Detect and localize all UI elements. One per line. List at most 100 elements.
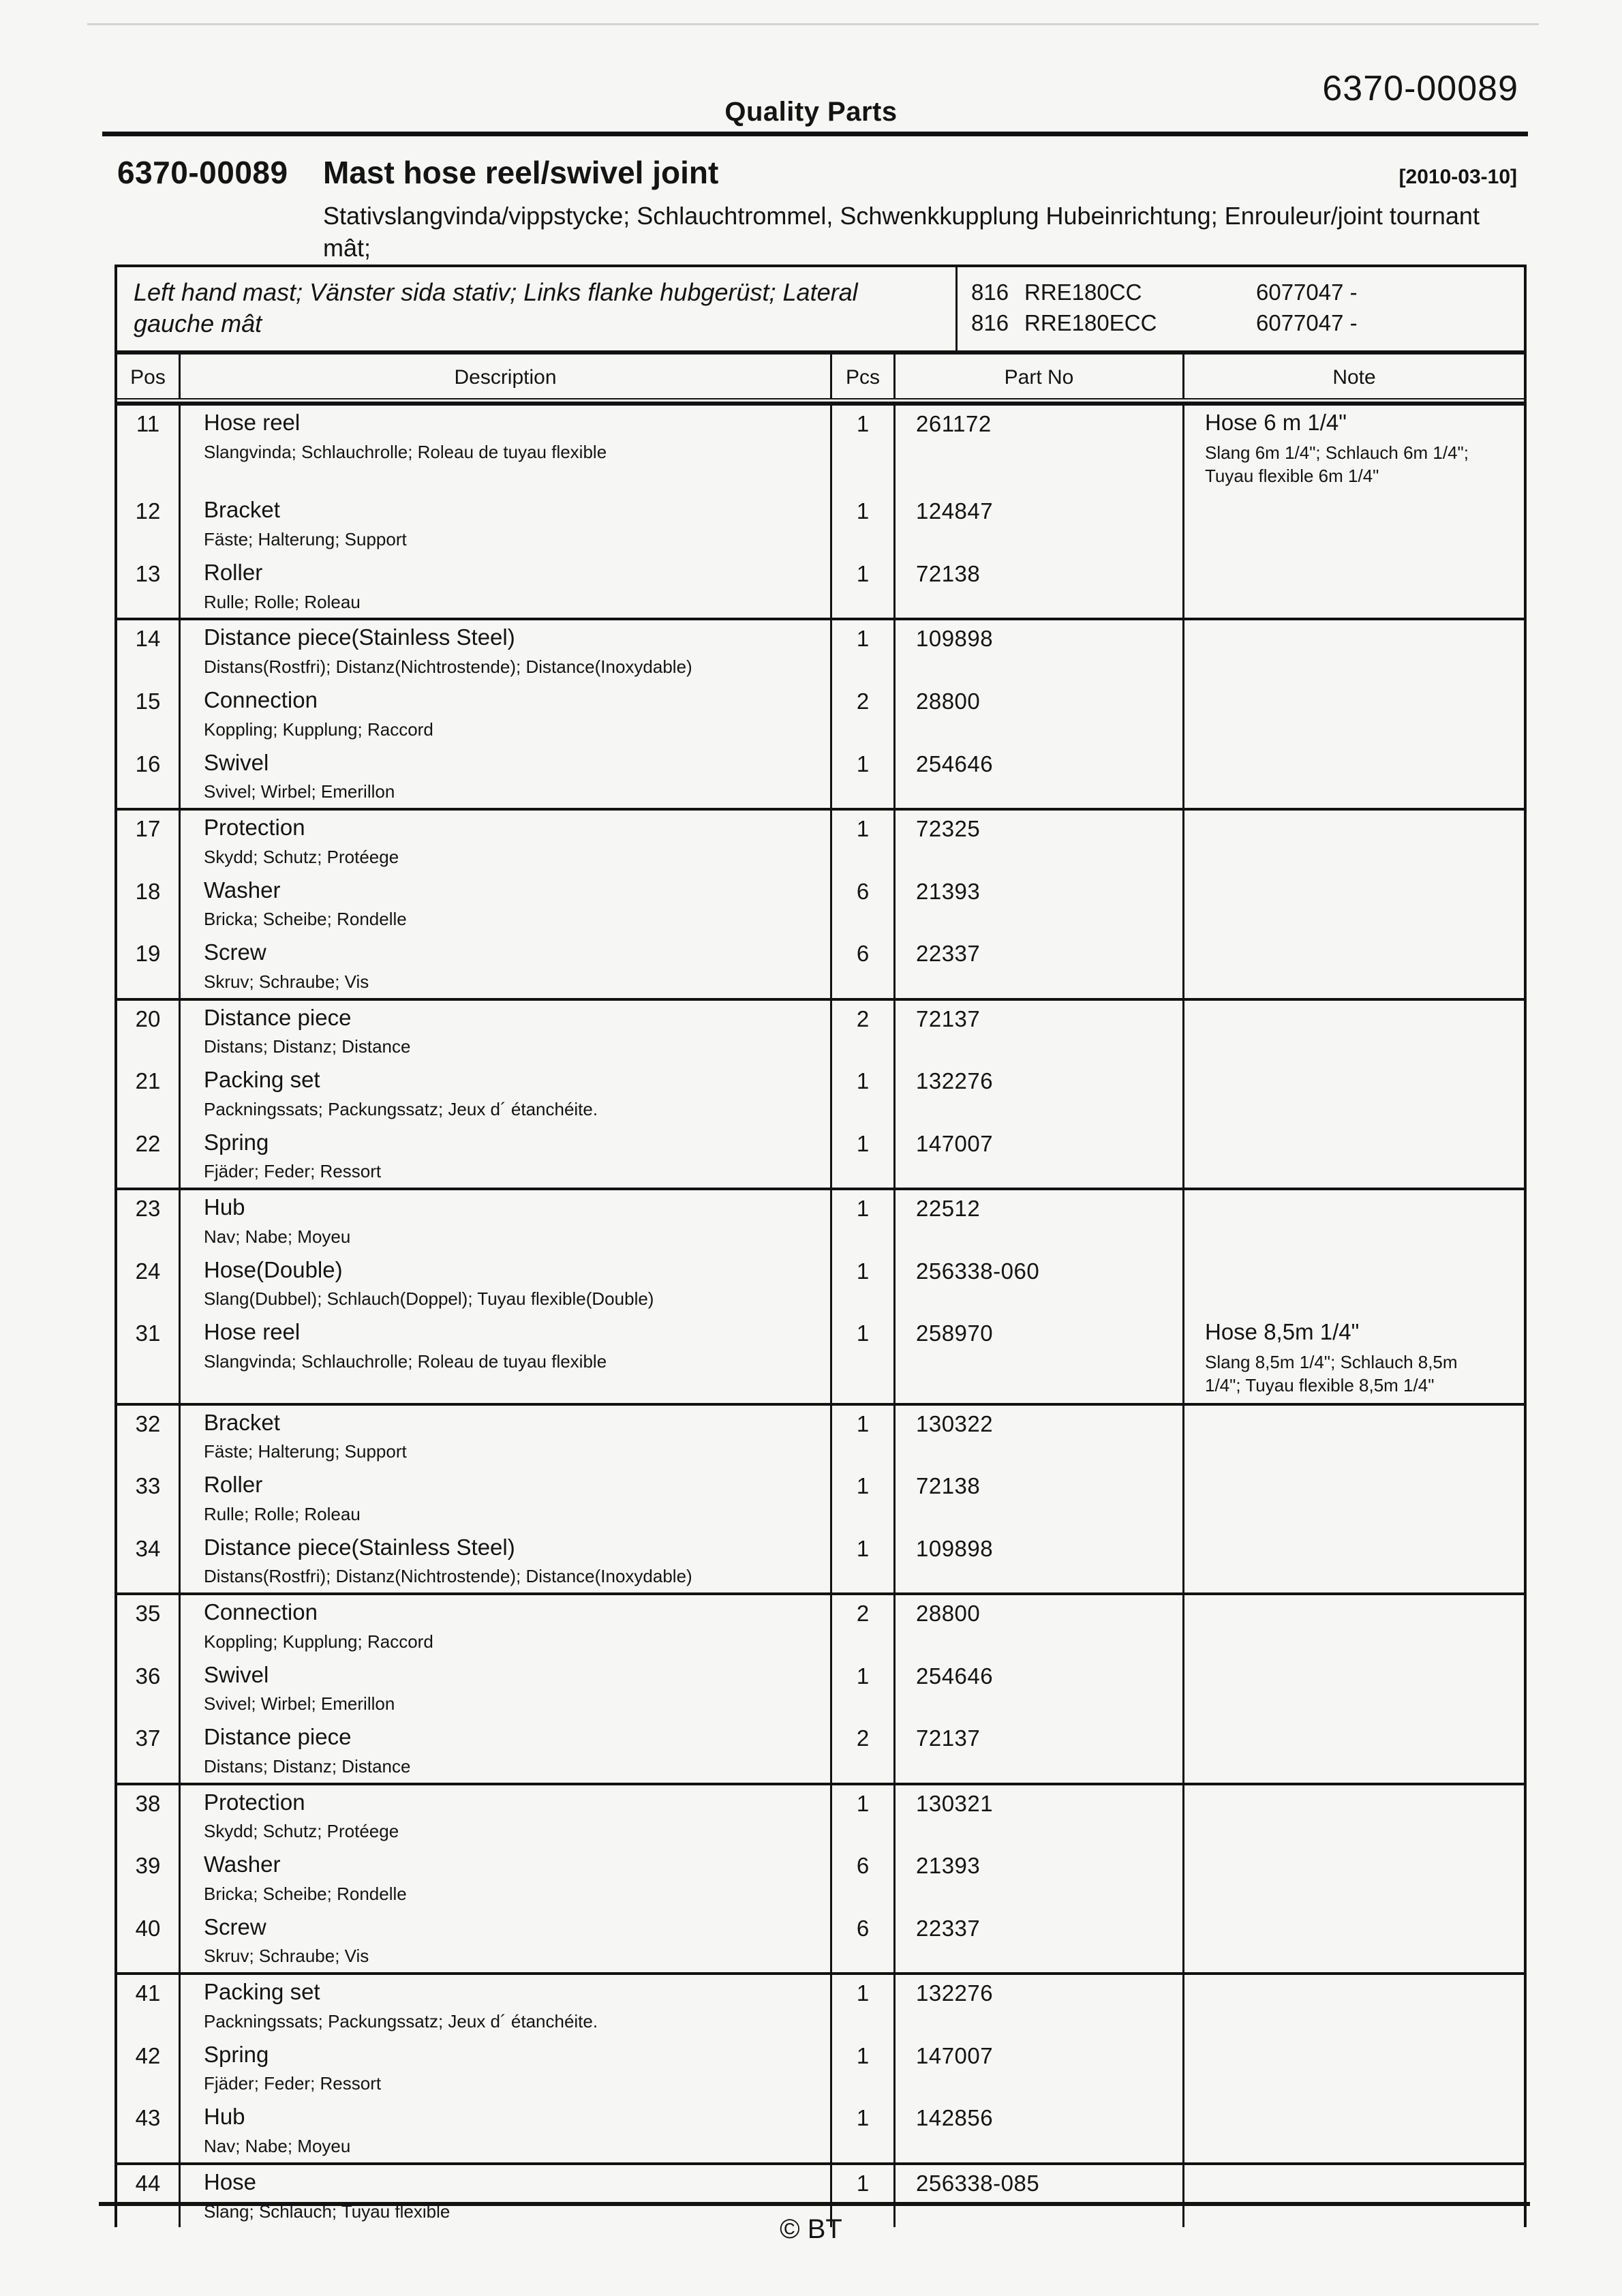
header-divider <box>102 132 1528 136</box>
description-main: Packing set <box>204 1067 320 1093</box>
parts-group: 17 Protection Skydd; Schutz; Protéege 1 7232… <box>117 811 1524 1001</box>
description-sub: Packningssats; Packungssatz; Jeux d´ éta… <box>204 1098 598 1119</box>
pcs-cell: 1 <box>832 1785 896 1848</box>
description-cell: Protection Skydd; Schutz; Protéege <box>181 811 832 873</box>
description-main: Bracket <box>204 1409 280 1435</box>
note-cell <box>1184 1253 1524 1316</box>
description-main: Washer <box>204 1852 281 1877</box>
note-cell <box>1184 2100 1524 2162</box>
model-serial: 6077047 - <box>1256 309 1358 335</box>
description-sub: Distans(Rostfri); Distanz(Nichtrostende)… <box>204 1566 692 1587</box>
title-block: 6370-00089 Mast hose reel/swivel joint [… <box>117 154 1517 265</box>
pos-cell: 44 <box>117 2164 181 2228</box>
part-no-cell: 22512 <box>896 1190 1184 1253</box>
note-cell <box>1184 683 1524 746</box>
part-no-cell: 147007 <box>896 2037 1184 2100</box>
pcs-cell: 1 <box>832 745 896 809</box>
description-main: Bracket <box>204 497 280 523</box>
description-sub: Fäste; Halterung; Support <box>204 1441 407 1462</box>
description-main: Swivel <box>204 749 269 775</box>
table-row: 24 Hose(Double) Slang(Dubbel); Schlauch(Do… <box>117 1252 1524 1316</box>
pos-cell: 32 <box>117 1405 181 1468</box>
table-row: 12 Bracket Fäste; Halterung; Support 1 12484… <box>117 493 1524 556</box>
parts-group: 35 Connection Koppling; Kupplung; Raccord 2… <box>117 1595 1524 1785</box>
description-sub: Distans; Distanz; Distance <box>204 1036 411 1057</box>
pcs-cell: 1 <box>832 1468 896 1530</box>
pos-cell: 33 <box>117 1468 181 1530</box>
description-main: Distance piece(Stainless Steel) <box>204 624 515 650</box>
pcs-cell: 1 <box>832 1975 896 2038</box>
doc-number-top-right: 6370-00089 <box>1322 69 1518 108</box>
note-cell: Hose 6 m 1/4" Slang 6m 1/4"; Schlauch 6m … <box>1184 406 1524 493</box>
description-cell: Connection Koppling; Kupplung; Raccord <box>181 682 832 746</box>
note-main: Hose 8,5m 1/4" <box>1205 1319 1360 1345</box>
pos-cell: 34 <box>117 1530 181 1593</box>
pcs-cell: 1 <box>832 811 896 873</box>
part-no-cell: 132276 <box>896 1975 1184 2038</box>
description-sub: Skruv; Schraube; Vis <box>204 971 369 992</box>
description-cell: Washer Bricka; Scheibe; Rondelle <box>181 1847 832 1910</box>
pos-cell: 18 <box>117 873 181 936</box>
pos-cell: 22 <box>117 1125 181 1188</box>
pcs-cell: 1 <box>832 1315 896 1403</box>
variant-description: Left hand mast; Vänster sida stativ; Lin… <box>117 267 958 351</box>
brand-header: Quality Parts <box>724 97 898 127</box>
pcs-cell: 2 <box>832 682 896 746</box>
variant-info-box: Left hand mast; Vänster sida stativ; Lin… <box>114 265 1527 355</box>
note-cell <box>1184 1785 1524 1848</box>
description-cell: Screw Skruv; Schraube; Vis <box>181 1909 832 1973</box>
description-sub: Slangvinda; Schlauchrolle; Roleau de tuy… <box>204 1350 607 1372</box>
model-name: RRE180ECC <box>1024 309 1157 335</box>
pcs-cell: 1 <box>832 1125 896 1188</box>
parts-table: Pos Description Pcs Part No Note 11 Hose … <box>114 354 1527 2228</box>
description-cell: Spring Fjäder; Feder; Ressort <box>181 2037 832 2100</box>
description-main: Spring <box>204 1129 269 1155</box>
table-row: 32 Bracket Fäste; Halterung; Support 1 13032… <box>117 1405 1524 1468</box>
description-main: Screw <box>204 939 266 965</box>
part-no-cell: 132276 <box>896 1063 1184 1126</box>
pcs-cell: 1 <box>832 1405 896 1468</box>
table-row: 40 Screw Skruv; Schraube; Vis 6 22337 <box>117 1909 1524 1973</box>
part-no-cell: 109898 <box>896 1530 1184 1593</box>
note-cell <box>1184 1658 1524 1721</box>
model-code: 816 <box>971 309 1009 335</box>
description-main: Roller <box>204 1472 263 1498</box>
model-name: RRE180CC <box>1024 280 1142 305</box>
description-main: Hub <box>204 2104 245 2130</box>
pos-cell: 38 <box>117 1785 181 1848</box>
pcs-cell: 2 <box>832 1000 896 1063</box>
note-cell <box>1184 1190 1524 1253</box>
description-cell: Protection Skydd; Schutz; Protéege <box>181 1785 832 1848</box>
note-sub: Slang 8,5m 1/4"; Schlauch 8,5m 1/4"; Tuy… <box>1205 1351 1458 1395</box>
part-no-cell: 261172 <box>896 406 1184 494</box>
note-cell <box>1184 1975 1524 2038</box>
note-cell <box>1184 935 1524 998</box>
description-cell: Hose reel Slangvinda; Schlauchrolle; Role… <box>181 1315 832 1403</box>
description-main: Connection <box>204 686 318 712</box>
table-row: 41 Packing set Packningssats; Packungssatz… <box>117 1975 1524 2038</box>
part-no-cell: 72137 <box>896 1000 1184 1063</box>
part-no-cell: 254646 <box>896 1657 1184 1721</box>
description-cell: Roller Rulle; Rolle; Roleau <box>181 555 832 618</box>
part-no-cell: 254646 <box>896 745 1184 809</box>
note-cell <box>1184 1406 1524 1468</box>
description-main: Hose(Double) <box>204 1256 343 1282</box>
pos-cell: 37 <box>117 1720 181 1783</box>
model-list: 816 RRE180CC 6077047 - 816 RRE180ECC 607… <box>958 267 1524 350</box>
description-main: Hose <box>204 2169 257 2194</box>
description-sub: Distans(Rostfri); Distanz(Nichtrostende)… <box>204 656 692 678</box>
description-cell: Hub Nav; Nabe; Moyeu <box>181 2100 832 2162</box>
note-cell <box>1184 1530 1524 1593</box>
pcs-cell: 1 <box>832 493 896 556</box>
pos-cell: 15 <box>117 682 181 746</box>
pcs-cell: 6 <box>832 1847 896 1910</box>
copyright-notice: © BT <box>780 2214 842 2244</box>
part-no-cell: 124847 <box>896 493 1184 556</box>
pcs-cell: 1 <box>832 1252 896 1316</box>
table-row: 16 Swivel Svivel; Wirbel; Emerillon 1 254646 <box>117 745 1524 809</box>
pos-cell: 39 <box>117 1847 181 1910</box>
pcs-cell: 1 <box>832 555 896 618</box>
description-sub: Bricka; Scheibe; Rondelle <box>204 1883 407 1904</box>
note-cell <box>1184 1126 1524 1188</box>
note-cell <box>1184 1720 1524 1783</box>
